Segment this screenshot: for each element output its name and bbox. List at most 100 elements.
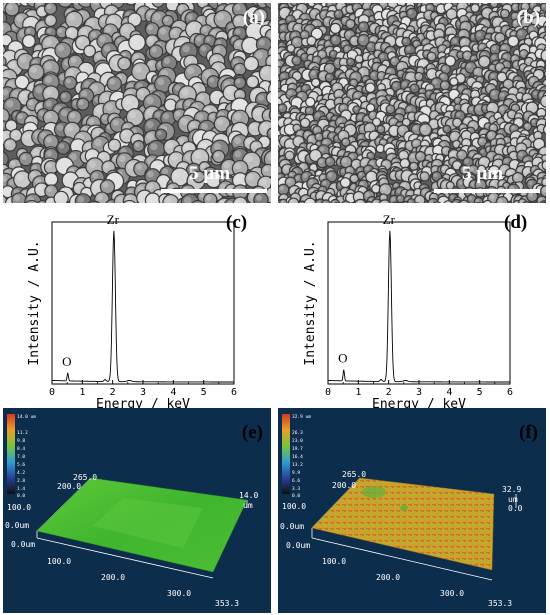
base-axis-e bbox=[36, 537, 214, 579]
legend-tick-e-9: 0.0 bbox=[17, 493, 25, 499]
legend-tick-e-7: 2.8 bbox=[17, 478, 25, 484]
legend-tick-f-3: 19.7 bbox=[292, 446, 303, 452]
x-tick-label: 3 bbox=[140, 387, 146, 398]
x-tick-f-300: 300.0 bbox=[440, 589, 464, 598]
legend-tick-e-4: 7.0 bbox=[17, 454, 25, 460]
x-tick-label: 0 bbox=[325, 387, 331, 398]
x-tick-label: 2 bbox=[110, 387, 116, 398]
eds-plot-c: 0 1 2 3 4 5 6 O Zr Energy / keV Intensity / A.U. bbox=[27, 212, 237, 408]
x-tick-f-end: 353.3 bbox=[488, 599, 512, 608]
peak-label-zr: Zr bbox=[107, 212, 120, 227]
z-tick-f-200: 200.0 bbox=[332, 481, 356, 490]
surface-e bbox=[36, 477, 248, 573]
z-tick-e-200: 200.0 bbox=[57, 482, 81, 491]
legend-tick-f-4: 16.4 bbox=[292, 454, 303, 460]
legend-tick-f-1: 26.3 bbox=[292, 430, 303, 436]
legend-tick-e-2: 9.8 bbox=[17, 438, 25, 444]
eds-axes-frame bbox=[327, 221, 511, 385]
scale-bar-b bbox=[434, 189, 540, 193]
base-axis-f bbox=[311, 537, 493, 581]
x-tick-f-200: 200.0 bbox=[376, 573, 400, 582]
height-unit-e: um bbox=[243, 501, 253, 510]
legend-tick-e-1: 11.2 bbox=[17, 430, 28, 436]
x-tick-e-end: 353.3 bbox=[215, 599, 239, 608]
legend-tick-f-9: 0.0 bbox=[292, 493, 300, 499]
legend-tick-f-5: 13.2 bbox=[292, 462, 303, 468]
legend-tick-f-2: 23.0 bbox=[292, 438, 303, 444]
z-tick-e-top: 265.0 bbox=[73, 473, 97, 482]
panel-label-d: (d) bbox=[504, 212, 528, 233]
height-zero-f: 0.0 bbox=[508, 504, 523, 513]
zero-label-f-b: 0.0um bbox=[286, 541, 310, 550]
scale-text-b: 5 µm bbox=[462, 163, 504, 184]
legend-tick-e-8: 1.4 bbox=[17, 486, 25, 492]
topography-f: 32.9 um 26.3 23.0 19.7 16.4 13.2 9.9 6.6… bbox=[278, 408, 546, 613]
eds-plot-d: 0 1 2 3 4 5 6 O Zr Energy / keV Intensity / A.U. bbox=[303, 212, 513, 408]
sem-texture-a bbox=[3, 3, 271, 203]
legend-tick-f-8: 3.3 bbox=[292, 486, 300, 492]
height-value-e: 14.0 bbox=[239, 491, 258, 500]
x-tick-label: 2 bbox=[386, 387, 392, 398]
x-tick-label: 1 bbox=[355, 387, 361, 398]
x-tick-label: 6 bbox=[231, 387, 237, 398]
legend-tick-e-5: 5.6 bbox=[17, 462, 25, 468]
surface-f-green-spot bbox=[400, 505, 408, 511]
panel-label-b: (b) bbox=[516, 7, 540, 28]
eds-spectrum-line bbox=[327, 230, 510, 383]
x-tick-label: 0 bbox=[49, 387, 55, 398]
y-axis-label: Intensity / A.U. bbox=[303, 240, 318, 365]
color-legend-e bbox=[7, 414, 15, 494]
x-tick-label: 1 bbox=[79, 387, 85, 398]
z-tick-f-top: 265.0 bbox=[342, 470, 366, 479]
x-tick-label: 5 bbox=[201, 387, 207, 398]
surface-f-green-patch bbox=[362, 486, 386, 498]
peak-label-zr: Zr bbox=[383, 212, 396, 227]
z-tick-f-100: 100.0 bbox=[282, 502, 306, 511]
height-unit-f: um bbox=[508, 495, 518, 504]
topography-plot-f: 32.9 um 26.3 23.0 19.7 16.4 13.2 9.9 6.6… bbox=[280, 414, 523, 608]
scale-text-a: 5 µm bbox=[189, 163, 231, 184]
y-axis-label: Intensity / A.U. bbox=[27, 240, 42, 365]
x-tick-label: 4 bbox=[170, 387, 176, 398]
x-tick-f-100: 100.0 bbox=[322, 557, 346, 566]
panel-label-a: (a) bbox=[242, 7, 265, 28]
x-axis-label: Energy / keV bbox=[372, 397, 466, 408]
topography-e: 14.0 um 11.2 9.8 8.4 7.0 5.6 4.2 2.8 1.4… bbox=[3, 408, 271, 613]
x-tick-e-300: 300.0 bbox=[167, 589, 191, 598]
panel-label-f: (f) bbox=[519, 422, 538, 443]
x-tick-label: 3 bbox=[416, 387, 422, 398]
zero-label-e-a: 0.0um bbox=[5, 521, 29, 530]
legend-tick-f-0: 32.9 um bbox=[292, 414, 311, 420]
x-axis-label: Energy / keV bbox=[96, 397, 190, 408]
sem-image-a: (a) 5 µm bbox=[3, 3, 271, 203]
panel-label-c: (c) bbox=[226, 212, 248, 233]
color-legend-f bbox=[282, 414, 290, 494]
topography-plot-e: 14.0 um 11.2 9.8 8.4 7.0 5.6 4.2 2.8 1.4… bbox=[5, 414, 258, 608]
scale-bar-a bbox=[161, 189, 267, 193]
surface-f bbox=[311, 477, 495, 571]
sem-grains bbox=[3, 3, 271, 203]
sem-image-b: (b) 5 µm bbox=[278, 3, 546, 203]
eds-axes-frame bbox=[51, 221, 235, 385]
surface-e-shading bbox=[93, 498, 203, 548]
height-value-f: 32.9 bbox=[502, 485, 521, 494]
legend-tick-f-6: 9.9 bbox=[292, 470, 300, 476]
z-tick-e-100: 100.0 bbox=[7, 503, 31, 512]
eds-chart-d: 0 1 2 3 4 5 6 O Zr Energy / keV Intensity / A.U. (… bbox=[276, 208, 548, 408]
legend-tick-f-7: 6.6 bbox=[292, 478, 300, 484]
panel-label-e: (e) bbox=[241, 422, 263, 443]
zero-label-e-b: 0.0um bbox=[11, 540, 35, 549]
legend-tick-e-0: 14.0 um bbox=[17, 414, 36, 420]
peak-label-o: O bbox=[338, 351, 347, 366]
sem-texture-b bbox=[278, 3, 546, 203]
x-tick-label: 6 bbox=[507, 387, 513, 398]
legend-tick-e-6: 4.2 bbox=[17, 470, 25, 476]
x-tick-e-200: 200.0 bbox=[101, 573, 125, 582]
x-tick-e-100: 100.0 bbox=[47, 557, 71, 566]
eds-chart-c: 0 1 2 3 4 5 6 O Zr Energy / keV Intensity / A.U. (… bbox=[0, 208, 272, 408]
x-tick-label: 4 bbox=[446, 387, 452, 398]
peak-label-o: O bbox=[62, 354, 71, 369]
x-tick-label: 5 bbox=[477, 387, 483, 398]
eds-spectrum-line bbox=[51, 230, 234, 383]
legend-tick-e-3: 8.4 bbox=[17, 446, 25, 452]
